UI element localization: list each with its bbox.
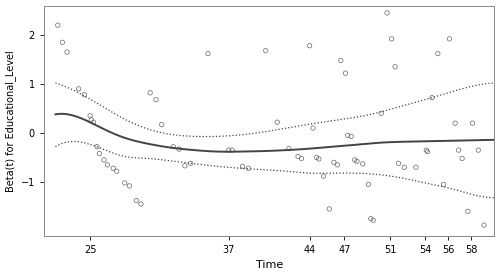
Point (121, 181, 129, 185)
Point (347, 134, 355, 139)
Point (358, 162, 366, 166)
Point (298, 156, 306, 161)
Point (294, 154, 302, 159)
Point (186, 161, 194, 166)
Point (244, 166, 252, 171)
Point (224, 148, 232, 152)
Point (377, 111, 385, 116)
Point (424, 149, 432, 154)
Point (80, 92, 88, 97)
Point (112, 169, 120, 173)
Point (434, 51, 442, 56)
Point (454, 148, 462, 152)
Point (353, 159, 361, 164)
Point (325, 207, 333, 211)
Point (309, 126, 317, 130)
Point (175, 147, 183, 151)
Point (109, 166, 117, 171)
Point (86, 114, 94, 118)
Y-axis label: Beta(t) for Educational_Level: Beta(t) for Educational_Level (6, 50, 16, 192)
Point (400, 165, 408, 169)
Point (428, 95, 436, 100)
Point (440, 182, 448, 187)
Point (285, 147, 293, 151)
Point (146, 91, 154, 95)
Point (96, 151, 104, 156)
Point (446, 37, 454, 41)
Point (394, 161, 402, 166)
Point (388, 37, 396, 41)
Point (468, 121, 476, 125)
Point (342, 71, 349, 75)
Point (474, 148, 482, 152)
Point (100, 158, 108, 162)
Point (104, 163, 112, 167)
Point (90, 120, 98, 124)
Point (228, 148, 236, 152)
Point (238, 164, 246, 168)
Point (126, 184, 134, 188)
Point (93, 144, 101, 149)
Point (391, 65, 399, 69)
Point (344, 133, 351, 138)
Point (464, 209, 472, 214)
Point (458, 156, 466, 161)
Point (315, 157, 323, 161)
Point (74, 87, 82, 91)
Point (334, 163, 342, 167)
Point (320, 174, 328, 178)
Point (383, 11, 391, 15)
Point (412, 165, 420, 169)
Point (170, 144, 177, 149)
Point (132, 198, 140, 203)
Point (262, 48, 270, 53)
Point (451, 121, 459, 125)
Point (63, 50, 71, 54)
Point (274, 120, 281, 124)
Point (422, 148, 430, 152)
Point (367, 216, 375, 221)
Point (364, 182, 372, 187)
Point (204, 51, 212, 56)
Point (54, 23, 62, 27)
Point (88, 118, 96, 122)
Point (181, 164, 189, 168)
Point (152, 97, 160, 102)
Point (369, 218, 377, 222)
Point (330, 160, 338, 164)
Point (137, 202, 145, 206)
Point (480, 223, 488, 227)
Point (58, 40, 66, 44)
Point (350, 158, 358, 162)
Point (306, 44, 314, 48)
X-axis label: Time: Time (256, 261, 283, 270)
Point (312, 155, 320, 160)
Point (337, 58, 345, 63)
Point (158, 123, 166, 127)
